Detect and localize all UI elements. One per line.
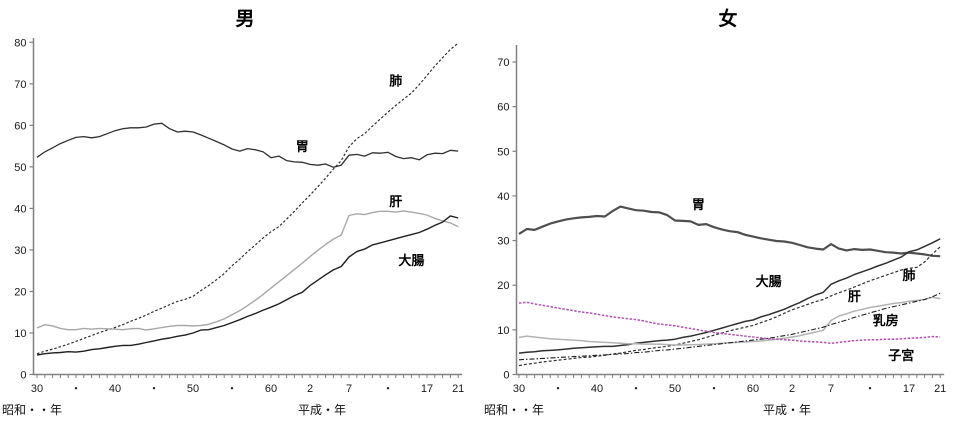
- x-tick-label: ・: [149, 383, 160, 395]
- female-era-label-heisei: 平成・年: [762, 403, 811, 417]
- series-line-breast: [518, 292, 941, 361]
- y-tick-label: 20: [14, 286, 26, 298]
- y-tick-label: 0: [503, 370, 509, 382]
- x-tick-label: ・: [383, 383, 394, 395]
- female-chart-plot: 0 10 20 30 40 50 60 70 30 ・ 40 ・ 50 ・ 60 2 7 ・ 17 21 胃大腸 肺肝乳房…: [497, 45, 946, 395]
- x-tick-label: 21: [452, 383, 464, 395]
- y-tick-label: 0: [20, 370, 26, 382]
- y-tick-label: 30: [14, 245, 26, 257]
- x-tick-label: ・: [71, 383, 82, 395]
- female-chart-title: 女: [718, 9, 739, 30]
- y-tick-label: 50: [497, 146, 509, 158]
- series-line-colon: [518, 238, 941, 354]
- male-era-label-heisei: 平成・年: [297, 403, 346, 417]
- series-label-lung: 肺: [389, 74, 402, 89]
- y-tick-label: 70: [497, 57, 509, 69]
- y-tick-label: 20: [497, 280, 509, 292]
- series-line-stomach: [36, 122, 459, 168]
- y-tick-label: 10: [14, 328, 26, 340]
- y-tick-label: 40: [14, 203, 26, 215]
- x-tick-label: ・: [553, 383, 564, 395]
- y-tick-label: 80: [14, 37, 26, 49]
- x-tick-label: 50: [187, 383, 199, 395]
- x-tick-label: 30: [513, 383, 525, 395]
- x-tick-label: 40: [109, 383, 121, 395]
- male-era-label-showa: 昭和・・年: [2, 403, 63, 417]
- x-tick-label: 17: [421, 383, 433, 395]
- series-line-liver: [36, 210, 459, 331]
- series-line-lung: [36, 42, 459, 355]
- series-label-liver: 肝: [848, 289, 861, 304]
- series-line-stomach: [518, 205, 941, 258]
- x-tick-label: 30: [31, 383, 43, 395]
- x-tick-label: 7: [828, 383, 834, 395]
- x-tick-label: 17: [903, 383, 915, 395]
- x-tick-label: 60: [265, 383, 277, 395]
- x-tick-label: 50: [669, 383, 681, 395]
- y-tick-label: 40: [497, 191, 509, 203]
- y-tick-label: 60: [497, 102, 509, 114]
- female-era-label-showa: 昭和・・年: [484, 403, 545, 417]
- y-tick-label: 60: [14, 120, 26, 132]
- series-label-uterus: 子宮: [888, 348, 914, 363]
- series-label-stomach: 胃: [296, 139, 309, 154]
- y-tick-label: 50: [14, 162, 26, 174]
- male-chart-title: 男: [235, 9, 256, 30]
- x-tick-label: 40: [591, 383, 603, 395]
- x-tick-label: 7: [346, 383, 352, 395]
- series-label-liver: 肝: [389, 194, 402, 209]
- x-tick-label: ・: [865, 383, 876, 395]
- x-tick-label: 2: [789, 383, 795, 395]
- female-chart-panel: 女 0 10 20 30 40 50 60 70 30 ・ 40 ・ 50 ・ 60 2 7 ・ 17 21 胃大腸 肺肝…: [483, 0, 966, 427]
- x-tick-label: 21: [934, 383, 946, 395]
- series-label-breast: 乳房: [873, 313, 899, 328]
- series-label-colon: 大腸: [398, 253, 424, 268]
- series-line-lung: [518, 246, 941, 367]
- series-line-colon: [36, 215, 459, 356]
- series-label-stomach: 胃: [692, 197, 705, 212]
- male-chart-panel: 男 0 10 20 30 40 50 60 70 80 30 ・ 40 ・ 50 ・ 60 2 7 ・ 17 21 胃 肺肝…: [2, 9, 464, 417]
- x-tick-label: 2: [307, 383, 313, 395]
- series-label-lung: 肺: [902, 268, 915, 283]
- series-line-uterus: [518, 301, 941, 345]
- x-tick-label: 60: [747, 383, 759, 395]
- x-tick-label: ・: [631, 383, 642, 395]
- x-tick-label: ・: [227, 383, 238, 395]
- y-tick-label: 10: [497, 325, 509, 337]
- y-tick-label: 70: [14, 79, 26, 91]
- series-label-colon: 大腸: [756, 274, 782, 289]
- x-tick-label: ・: [709, 383, 720, 395]
- y-tick-label: 30: [497, 236, 509, 248]
